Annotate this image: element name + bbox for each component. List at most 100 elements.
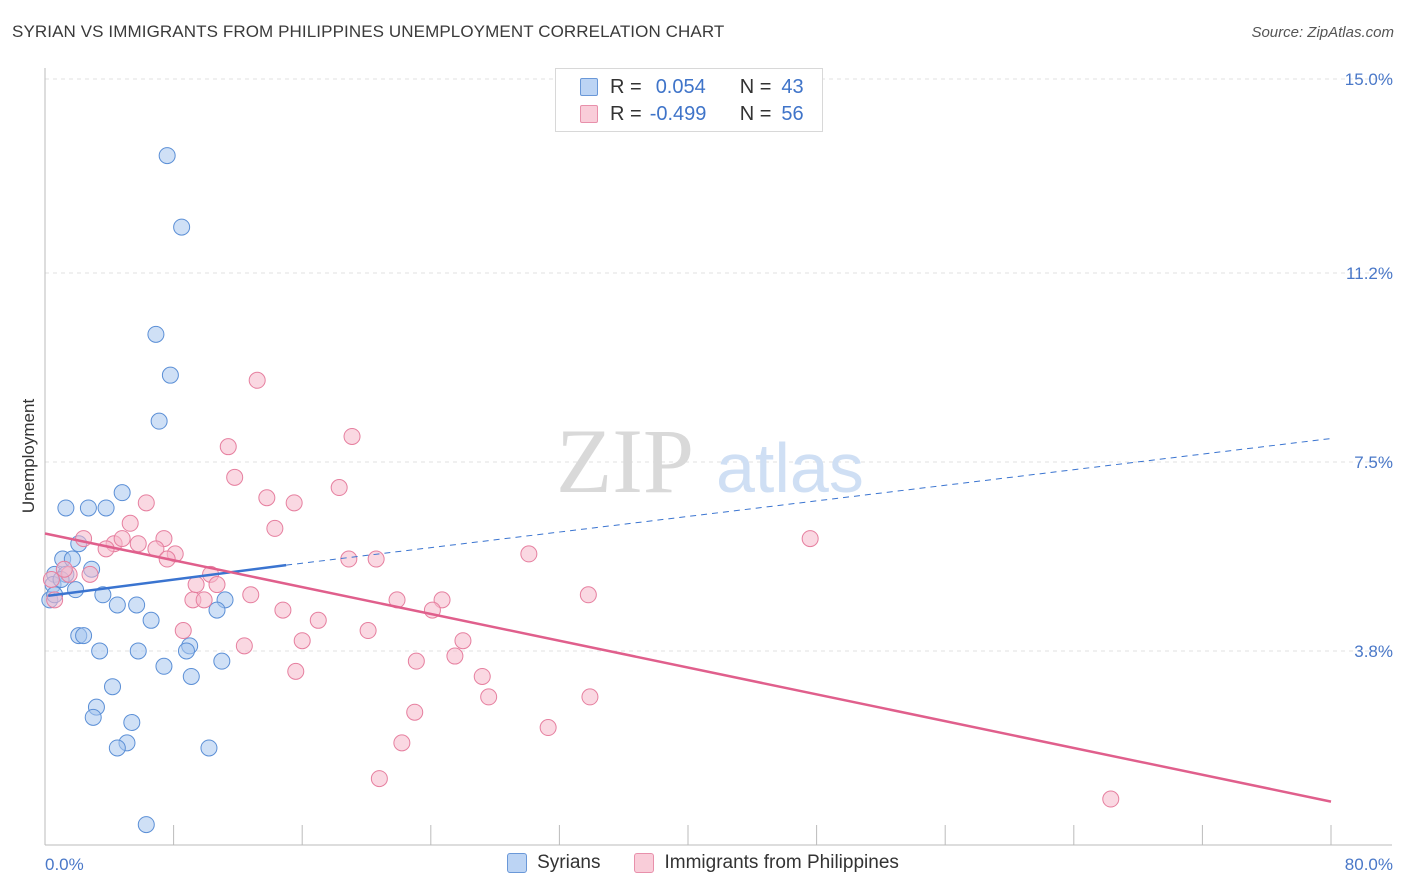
syrians-point: [79, 499, 97, 517]
syrians-point: [113, 484, 131, 502]
philippines-point: [454, 632, 472, 650]
syrians-point: [91, 642, 109, 660]
philippines-point: [97, 540, 115, 558]
grid-lines: [45, 78, 1392, 652]
philippines-points: [42, 371, 1120, 808]
trend-lines: [44, 438, 1332, 803]
legend-row-syrians: R = 0.054 N = 43: [580, 74, 804, 100]
legend-r-label: R =: [610, 75, 642, 98]
syrians-point: [158, 147, 176, 165]
axes: [44, 68, 1392, 846]
syrians-trend-line: [48, 563, 287, 598]
syrians-point: [213, 652, 231, 670]
philippines-point: [121, 514, 139, 532]
philippines-point: [343, 427, 361, 445]
syrians-point: [128, 596, 146, 614]
philippines-point: [359, 622, 377, 640]
syrians-point: [94, 586, 112, 604]
tick-labels: 3.8% 7.5% 11.2% 15.0% 0.0% 80.0%: [45, 70, 1393, 874]
syrians-point: [142, 611, 160, 629]
syrians-point: [57, 499, 75, 517]
philippines-point: [195, 591, 213, 609]
legend-n-label: N =: [739, 75, 772, 98]
philippines-point: [174, 622, 192, 640]
philippines-point: [520, 545, 538, 563]
philippines-point: [75, 530, 93, 548]
philippines-point: [137, 494, 155, 512]
syrians-point: [97, 499, 115, 517]
syrians-point: [150, 412, 168, 430]
philippines-point: [248, 371, 266, 389]
series-legend: Syrians Immigrants from Philippines: [0, 852, 1406, 874]
philippines-point: [393, 734, 411, 752]
philippines-point: [42, 570, 60, 588]
philippines-point: [446, 647, 464, 665]
philippines-point: [579, 586, 597, 604]
legend-n-value: 43: [781, 75, 804, 98]
philippines-point: [340, 550, 358, 568]
y-tick-label: 11.2%: [1346, 264, 1393, 283]
legend-swatch-syrians: [507, 853, 528, 873]
philippines-trend-line: [44, 532, 1332, 803]
y-tick-label: 3.8%: [1354, 642, 1393, 661]
syrians-point: [200, 739, 218, 757]
y-tick-label: 15.0%: [1345, 70, 1393, 89]
syrians-point: [173, 218, 191, 236]
philippines-point: [235, 637, 253, 655]
watermark-atlas: atlas: [716, 429, 864, 507]
syrians-point: [104, 678, 122, 696]
syrians-point: [208, 601, 226, 619]
philippines-point: [539, 719, 557, 737]
legend-r-value: 0.054: [655, 75, 706, 98]
legend-label-syrians: Syrians: [537, 852, 601, 873]
philippines-point: [274, 601, 292, 619]
syrians-point: [129, 642, 147, 660]
philippines-point: [285, 494, 303, 512]
watermark: ZIP atlas: [556, 410, 864, 512]
legend-label-philippines: Immigrants from Philippines: [664, 852, 899, 873]
legend-swatch-philippines: [580, 105, 598, 123]
correlation-legend: R = 0.054 N = 43 R = -0.499 N = 56: [555, 68, 823, 132]
philippines-point: [293, 632, 311, 650]
philippines-point: [219, 438, 237, 456]
x-tick-label: 80.0%: [1345, 855, 1393, 874]
legend-n-label: N =: [739, 102, 772, 125]
syrians-point: [161, 366, 179, 384]
philippines-point: [287, 662, 305, 680]
watermark-zip: ZIP: [556, 410, 694, 512]
legend-swatch-syrians: [580, 78, 598, 96]
philippines-point: [406, 703, 424, 721]
syrians-point: [75, 627, 93, 645]
philippines-point: [370, 770, 388, 788]
legend-r-label: R =: [610, 102, 642, 125]
syrians-point: [108, 739, 126, 757]
legend-row-philippines: R = -0.499 N = 56: [580, 101, 804, 127]
syrians-point: [137, 816, 155, 834]
philippines-point: [55, 560, 73, 578]
philippines-point: [1102, 790, 1120, 808]
philippines-point: [581, 688, 599, 706]
philippines-point: [407, 652, 425, 670]
philippines-point: [266, 519, 284, 537]
syrians-point: [84, 708, 102, 726]
philippines-point: [242, 586, 260, 604]
syrians-point: [155, 657, 173, 675]
syrians-point: [67, 581, 85, 599]
syrians-point: [123, 713, 141, 731]
philippines-point: [801, 530, 819, 548]
chart-title: SYRIAN VS IMMIGRANTS FROM PHILIPPINES UN…: [12, 22, 725, 41]
philippines-point: [226, 468, 244, 486]
syrians-point: [182, 667, 200, 685]
philippines-point: [258, 489, 276, 507]
philippines-point: [309, 611, 327, 629]
legend-swatch-philippines: [634, 853, 655, 873]
legend-item-syrians: Syrians: [507, 852, 600, 874]
philippines-point: [187, 576, 205, 594]
y-axis-label: Unemployment: [19, 399, 38, 514]
legend-r-value: -0.499: [649, 102, 707, 125]
philippines-point: [330, 479, 348, 497]
philippines-point: [367, 550, 385, 568]
philippines-point: [113, 530, 131, 548]
syrians-point: [177, 642, 195, 660]
